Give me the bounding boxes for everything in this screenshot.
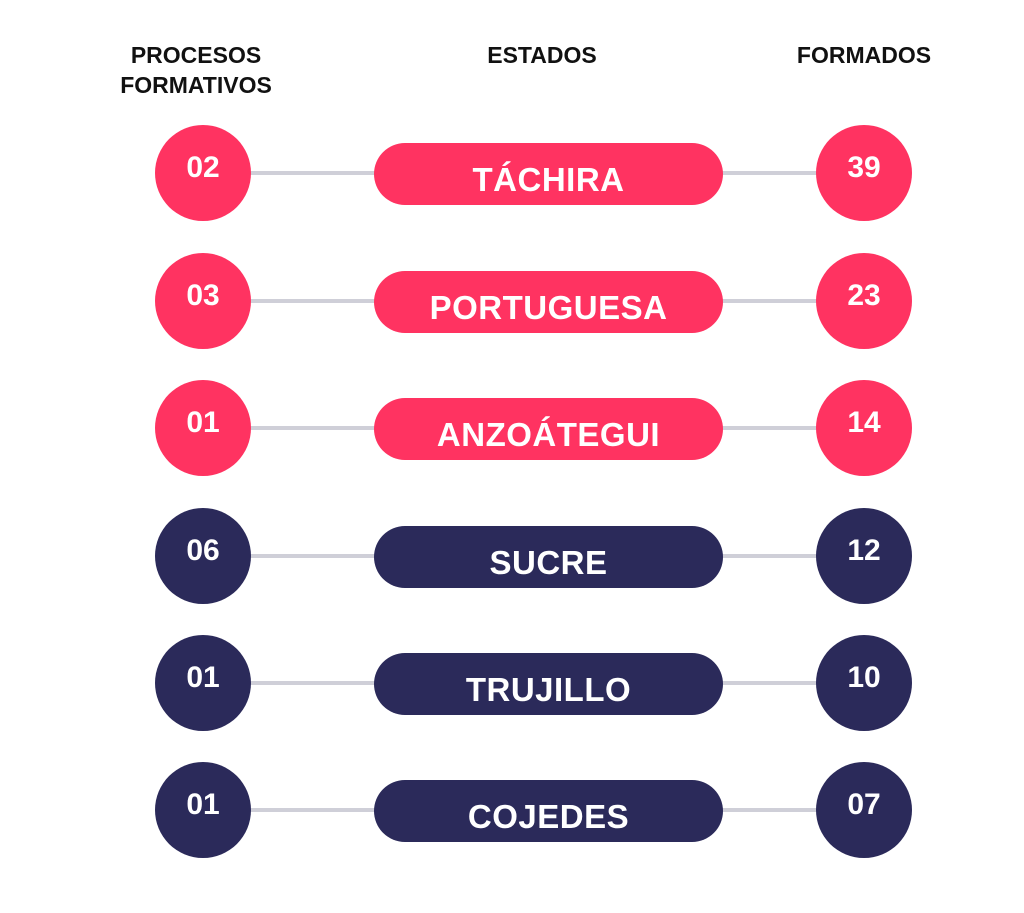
- header-estados: ESTADOS: [487, 42, 597, 68]
- formados-count-circle: 39: [816, 125, 912, 221]
- formados-count-circle: 10: [816, 635, 912, 731]
- procesos-count-circle: 06: [155, 508, 251, 604]
- procesos-count-circle: 03: [155, 253, 251, 349]
- procesos-count-circle: 01: [155, 762, 251, 858]
- formados-count-circle: 07: [816, 762, 912, 858]
- state-name-pill: COJEDES: [374, 780, 723, 842]
- state-name-pill: SUCRE: [374, 526, 723, 588]
- header-formados: FORMADOS: [796, 42, 932, 68]
- header-procesos-formativos: PROCESOS FORMATIVOS: [96, 40, 296, 100]
- state-row-tachira: 02 TÁCHIRA 39: [0, 123, 1024, 223]
- formados-count-circle: 14: [816, 380, 912, 476]
- state-row-anzoategui: 01 ANZOÁTEGUI 14: [0, 378, 1024, 478]
- state-name-pill: TÁCHIRA: [374, 143, 723, 205]
- procesos-count-circle: 02: [155, 125, 251, 221]
- state-name-pill: TRUJILLO: [374, 653, 723, 715]
- state-name-pill: ANZOÁTEGUI: [374, 398, 723, 460]
- formados-count-circle: 12: [816, 508, 912, 604]
- formados-count-circle: 23: [816, 253, 912, 349]
- state-row-cojedes: 01 COJEDES 07: [0, 760, 1024, 860]
- procesos-count-circle: 01: [155, 635, 251, 731]
- header-procesos-line1: PROCESOS: [130, 42, 262, 68]
- state-row-trujillo: 01 TRUJILLO 10: [0, 633, 1024, 733]
- state-row-sucre: 06 SUCRE 12: [0, 506, 1024, 606]
- procesos-count-circle: 01: [155, 380, 251, 476]
- state-name-pill: PORTUGUESA: [374, 271, 723, 333]
- header-procesos-line2: FORMATIVOS: [120, 72, 272, 98]
- state-row-portuguesa: 03 PORTUGUESA 23: [0, 251, 1024, 351]
